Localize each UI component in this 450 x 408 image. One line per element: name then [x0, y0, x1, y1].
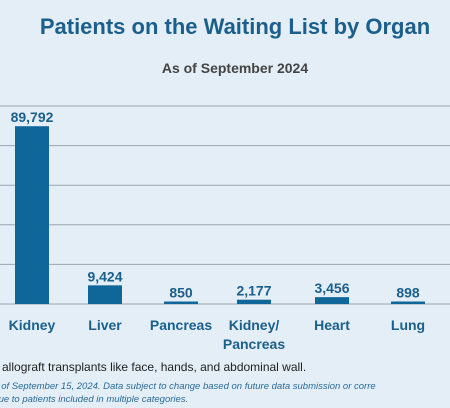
data-label: 9,424	[87, 268, 122, 284]
source-note: to as of September 15, 2024. Data subjec…	[0, 381, 376, 392]
data-label: 850	[169, 285, 193, 301]
category-label: Heart	[314, 317, 350, 333]
footnote-text: es allograft transplants like face, hand…	[0, 360, 307, 374]
category-label: Pancreas	[150, 317, 212, 333]
category-label: Lung	[391, 317, 425, 333]
category-label: Liver	[88, 317, 122, 333]
data-label: 2,177	[236, 283, 271, 299]
category-label: Kidney	[9, 317, 56, 333]
category-label: Kidney/Pancreas	[223, 317, 285, 352]
bar-kidney-pancreas	[237, 299, 271, 304]
chart-title: Patients on the Waiting List by Organ	[39, 14, 431, 39]
source-note-continued: ms due to patients included in multiple …	[0, 394, 189, 405]
bar-kidney	[15, 126, 49, 304]
bar-heart	[315, 297, 349, 304]
bar-lung	[391, 301, 425, 304]
data-label: 3,456	[314, 280, 349, 296]
data-label: 898	[396, 285, 420, 301]
bar-pancreas	[164, 301, 198, 304]
chart-subtitle: As of September 2024	[161, 60, 309, 76]
bar-liver	[88, 285, 122, 304]
bar-chart: 89,792 Kidney 9,424 Liver 850 Pancreas 2,177 Ki…	[0, 105, 450, 352]
data-label: 89,792	[11, 109, 54, 125]
